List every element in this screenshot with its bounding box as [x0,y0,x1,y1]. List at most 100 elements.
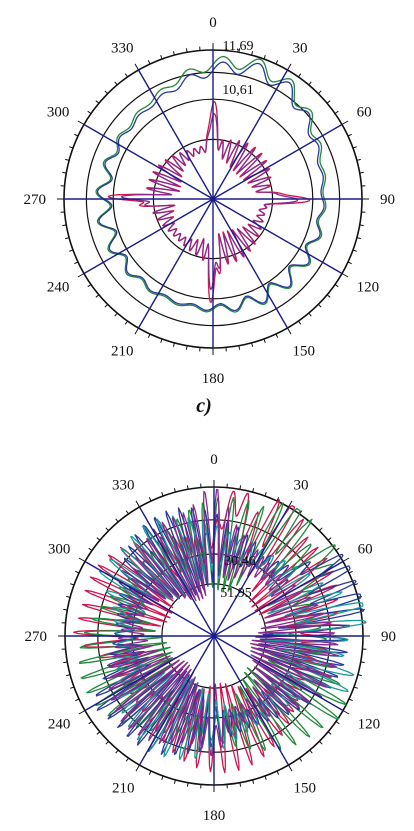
angle-tick [173,488,176,493]
angle-label-270: 270 [24,192,47,208]
angle-tick [66,595,71,598]
angle-tick [70,686,75,689]
radial-axis [212,198,289,329]
angle-label-0: 0 [209,15,217,31]
angle-tick [134,63,139,71]
angle-tick [252,779,255,784]
angle-tick [356,237,361,240]
angle-tick [77,120,85,125]
angle-label-300: 300 [48,542,71,558]
angle-tick [172,51,175,56]
angle-tick [353,686,358,689]
angle-tick [359,171,364,174]
angle-tick [62,171,67,174]
angle-tick [74,133,79,137]
angle-tick [348,570,353,574]
radial-axis [137,69,214,200]
angle-tick [308,81,312,86]
angle-tick [88,721,93,725]
angle-tick [62,224,67,227]
polar-chart-top: 0 30 60 90 120 150 180 210 240 270 300 330 11,69 10,6… [24,15,396,387]
angle-tick [74,261,79,265]
radial-axis [84,560,215,637]
angle-tick [287,63,292,71]
angle-label-180: 180 [203,808,226,824]
angle-tick [147,333,151,338]
angle-label-300: 300 [47,105,70,121]
angle-tick [318,304,322,308]
angle-label-240: 240 [47,280,70,296]
radial-axis [137,198,214,329]
radial-axis [213,635,290,766]
angle-tick [252,488,255,493]
ring-value-label: 51,95 [220,586,252,601]
angle-label-270: 270 [25,629,48,645]
angle-tick [275,60,279,65]
angle-label-30: 30 [293,40,308,56]
angle-tick [147,60,151,65]
radial-axis [138,506,215,637]
angle-tick [124,320,128,325]
angle-tick [264,492,267,497]
angle-tick [327,731,332,735]
angle-tick [348,698,353,702]
angle-label-210: 210 [111,344,134,360]
radial-axis [212,69,289,200]
angle-tick [63,661,68,664]
angle-label-120: 120 [358,717,381,733]
angle-tick [326,100,331,104]
ring-value-label: 11,69 [223,39,254,54]
angle-tick [115,518,119,523]
angle-tick [334,284,339,288]
angle-tick [148,497,152,502]
angle-label-210: 210 [112,781,135,797]
angle-tick [347,133,352,137]
angle-label-150: 150 [293,344,316,360]
angle-tick [124,73,128,78]
angle-tick [264,775,267,780]
angle-tick [239,485,242,490]
radial-axis [213,506,290,637]
angle-tick [308,312,312,317]
angle-tick [335,547,340,551]
series-line-green [95,55,327,313]
angle-tick [104,90,108,94]
angle-tick [95,100,100,104]
angle-tick [238,345,241,350]
angle-tick [69,146,74,149]
angle-tick [70,583,75,586]
angle-tick [288,764,293,772]
angle-tick [186,485,189,490]
angle-tick [75,570,80,574]
angle-tick [95,294,100,298]
angle-tick [298,73,302,78]
angle-tick [342,557,350,562]
angle-tick [185,48,188,53]
radial-axis [212,123,343,200]
angle-tick [185,345,188,350]
angle-tick [105,527,109,531]
angle-label-240: 240 [48,717,71,733]
angle-label-60: 60 [357,105,372,121]
angle-tick [160,338,163,343]
angle-tick [173,779,176,784]
chart-caption: c) [196,395,212,417]
angle-label-90: 90 [380,192,395,208]
angle-tick [309,749,313,754]
angle-tick [186,782,189,787]
angle-tick [75,698,80,702]
angle-tick [66,674,71,677]
angle-tick [96,731,101,735]
angle-tick [105,741,109,745]
angle-tick [327,537,332,541]
radial-axis [213,635,344,712]
radial-axis [84,635,215,712]
angle-tick [341,120,349,125]
angle-tick [69,249,74,252]
angle-label-180: 180 [202,371,225,387]
angle-tick [353,583,358,586]
angle-tick [125,510,129,515]
angle-tick [288,500,293,508]
angle-label-60: 60 [358,542,373,558]
